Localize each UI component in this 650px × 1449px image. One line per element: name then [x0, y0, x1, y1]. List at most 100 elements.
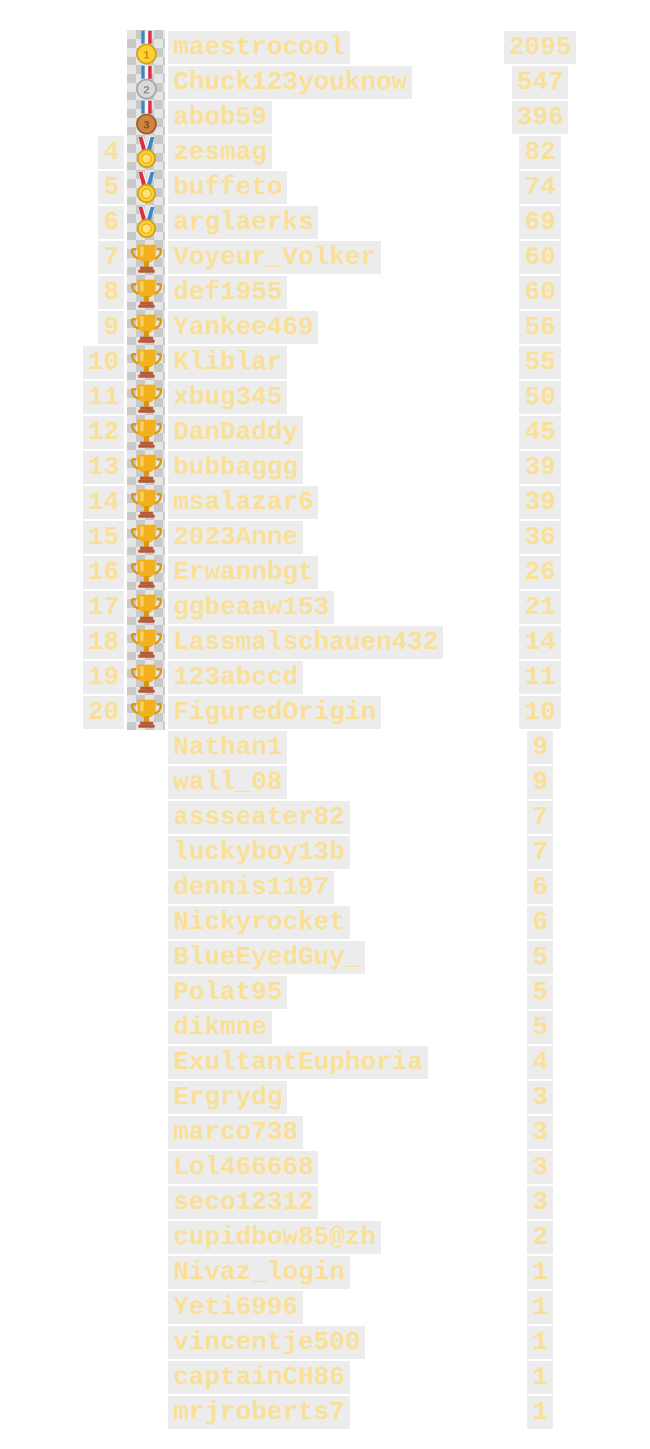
- score-value: 1: [527, 1396, 553, 1429]
- trophy-icon: [127, 625, 165, 660]
- score-value: 56: [519, 311, 561, 344]
- trophy-icon: [127, 555, 165, 590]
- rank-number: 11: [82, 381, 124, 414]
- score-value: 39: [519, 451, 561, 484]
- rank-number: 15: [82, 521, 124, 554]
- score-value: 36: [519, 521, 561, 554]
- username: Ergrydg: [168, 1081, 288, 1114]
- icon-placeholder: [127, 975, 165, 1010]
- score-value: 74: [519, 171, 561, 204]
- trophy-icon: [127, 660, 165, 695]
- username: Erwannbgt: [168, 556, 319, 589]
- leaderboard-row: seco12312 3: [0, 1185, 650, 1220]
- leaderboard-row: cupidbow85@zh 2: [0, 1220, 650, 1255]
- username: def1955: [168, 276, 288, 309]
- username: ggbeaaw153: [168, 591, 335, 624]
- score-value: 26: [519, 556, 561, 589]
- username: Nathan1: [168, 731, 288, 764]
- icon-placeholder: [127, 800, 165, 835]
- score-value: 14: [519, 626, 561, 659]
- first-place-medal-icon: 1: [127, 30, 165, 65]
- icon-placeholder: [127, 1150, 165, 1185]
- rank-number: 20: [82, 696, 124, 729]
- rank-number: 18: [82, 626, 124, 659]
- score-value: 7: [527, 836, 553, 869]
- leaderboard-row: ExultantEuphoria 4: [0, 1045, 650, 1080]
- leaderboard-row: 9 Yankee469 56: [0, 310, 650, 345]
- icon-placeholder: [127, 905, 165, 940]
- score-value: 69: [519, 206, 561, 239]
- leaderboard-row: 7 Voyeur_Volker 60: [0, 240, 650, 275]
- score-value: 5: [527, 976, 553, 1009]
- leaderboard-row: 10 Kliblar 55: [0, 345, 650, 380]
- username: BlueEyedGuy_: [168, 941, 366, 974]
- username: 2023Anne: [168, 521, 303, 554]
- icon-placeholder: [127, 765, 165, 800]
- username: wall_08: [168, 766, 288, 799]
- rank-number: 19: [82, 661, 124, 694]
- rank-number: 5: [98, 171, 124, 204]
- username: cupidbow85@zh: [168, 1221, 381, 1254]
- trophy-icon: [127, 485, 165, 520]
- leaderboard-row: Nivaz_login 1: [0, 1255, 650, 1290]
- rank-number: 4: [98, 136, 124, 169]
- username: mrjroberts7: [168, 1396, 350, 1429]
- username: captainCH86: [168, 1361, 350, 1394]
- username: dennis1197: [168, 871, 335, 904]
- score-value: 3: [527, 1081, 553, 1114]
- leaderboard-row: 2 Chuck123youknow 547: [0, 65, 650, 100]
- score-value: 1: [527, 1361, 553, 1394]
- trophy-icon: [127, 520, 165, 555]
- score-value: 60: [519, 241, 561, 274]
- username: Lassmalschauen432: [168, 626, 444, 659]
- icon-placeholder: [127, 835, 165, 870]
- trophy-icon: [127, 240, 165, 275]
- rank-number: 8: [98, 276, 124, 309]
- score-value: 1: [527, 1256, 553, 1289]
- leaderboard-row: Nathan1 9: [0, 730, 650, 765]
- leaderboard-row: marco738 3: [0, 1115, 650, 1150]
- score-value: 6: [527, 871, 553, 904]
- score-value: 5: [527, 1011, 553, 1044]
- leaderboard-row: 15 2023Anne 36: [0, 520, 650, 555]
- rank-number: 16: [82, 556, 124, 589]
- score-value: 396: [511, 101, 569, 134]
- leaderboard-row: 6 arglaerks 69: [0, 205, 650, 240]
- username: Polat95: [168, 976, 288, 1009]
- trophy-icon: [127, 695, 165, 730]
- icon-placeholder: [127, 1185, 165, 1220]
- leaderboard-row: 13 bubbaggg 39: [0, 450, 650, 485]
- score-value: 39: [519, 486, 561, 519]
- trophy-icon: [127, 450, 165, 485]
- leaderboard-row: 5 buffeto 74: [0, 170, 650, 205]
- svg-text:3: 3: [143, 119, 149, 131]
- leaderboard-row: 16 Erwannbgt 26: [0, 555, 650, 590]
- score-value: 2095: [503, 31, 577, 64]
- icon-placeholder: [127, 1220, 165, 1255]
- leaderboard-row: 8 def1955 60: [0, 275, 650, 310]
- rank-number: 17: [82, 591, 124, 624]
- leaderboard-row: wall_08 9: [0, 765, 650, 800]
- trophy-icon: [127, 590, 165, 625]
- score-value: 7: [527, 801, 553, 834]
- icon-placeholder: [127, 1360, 165, 1395]
- leaderboard-row: 3 abob59 396: [0, 100, 650, 135]
- score-value: 45: [519, 416, 561, 449]
- score-value: 9: [527, 731, 553, 764]
- username: Yankee469: [168, 311, 319, 344]
- score-value: 50: [519, 381, 561, 414]
- score-value: 1: [527, 1291, 553, 1324]
- leaderboard-row: 14 msalazar6 39: [0, 485, 650, 520]
- score-value: 3: [527, 1116, 553, 1149]
- rank-number: 9: [98, 311, 124, 344]
- trophy-icon: [127, 345, 165, 380]
- score-value: 3: [527, 1186, 553, 1219]
- trophy-icon: [127, 310, 165, 345]
- score-value: 2: [527, 1221, 553, 1254]
- leaderboard-row: vincentje500 1: [0, 1325, 650, 1360]
- username: zesmag: [168, 136, 272, 169]
- score-value: 5: [527, 941, 553, 974]
- rank-number: 7: [98, 241, 124, 274]
- username: vincentje500: [168, 1326, 366, 1359]
- username: Chuck123youknow: [168, 66, 413, 99]
